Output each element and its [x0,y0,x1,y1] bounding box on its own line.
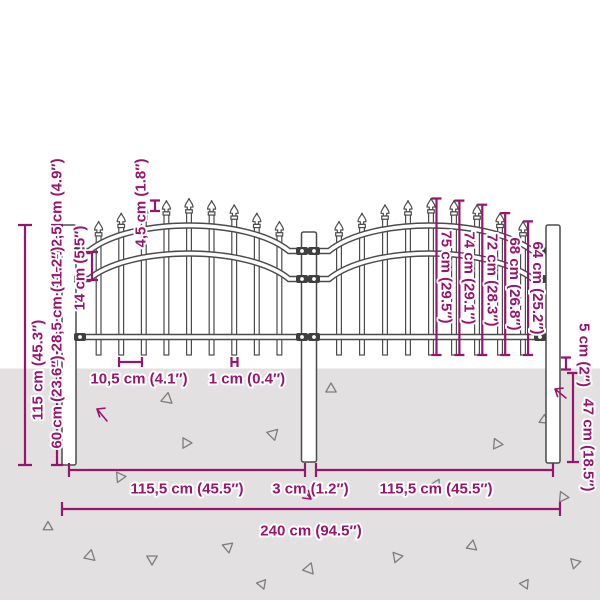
dirt-triangle [146,555,158,566]
dirt-triangle [428,478,441,492]
dirt-triangle [325,382,337,393]
dirt-triangle [301,562,314,575]
dirt-triangle [392,551,404,564]
right-ground-dim-lines [561,356,579,464]
dim-total-height-label: 115 cm (45.3″) [30,320,47,421]
dim-rail-gap-label: 14 cm (5.5″) [72,226,89,311]
dirt-triangle [492,437,504,450]
picket [357,212,367,356]
dim-right-panel-width-label: 115,5 cm (45.5″) [379,481,492,498]
dim-picket-width-label: 1 cm (0.4″) [209,371,285,388]
dim-left-panel-width-label: 115,5 cm (45.5″) [130,481,243,498]
picket [229,204,239,356]
dirt-triangle [518,578,529,590]
picket-height-dim-lines [431,197,534,357]
dim-picket-spacing-label: 10,5 cm (4.1″) [90,371,187,388]
center-post [300,231,318,463]
leader-arrow-below-rail [96,407,108,422]
picket [334,220,344,356]
picket [518,220,528,356]
left-height-dim-lines [18,199,160,467]
dim-picket-height-75-label: 75 cm (29.5″) [438,230,455,323]
picket [94,220,104,356]
picket-spacing-dim-lines [117,357,239,367]
picket [161,199,171,356]
dirt-triangle [266,428,279,441]
dirt-triangle [465,539,478,551]
dirt-triangle [115,471,127,484]
dim-post-gap-label: 3 cm (1.2″) [272,481,348,498]
leader-arrow-panel-width [302,487,312,500]
fence-pickets [94,197,528,356]
rail-connectors [74,247,546,341]
picket [116,212,126,356]
dirt-triangle [83,548,96,561]
dirt-triangle [558,490,570,503]
picket [380,204,390,356]
dim-spear-height-label: 4,5 cm (1.8″) [133,159,150,248]
dirt-triangle [42,520,54,531]
picket [449,199,459,356]
fence-drawing [61,197,561,466]
dirt-triangle [160,391,173,404]
dim-below-ground-label: 47 cm (18.5″) [580,398,597,491]
picket [139,204,149,356]
dimension-lines [18,197,579,516]
right-post [545,224,561,464]
dim-picket-height-74-label: 74 cm (29.1″) [460,231,477,324]
dirt-triangle [570,558,582,570]
dimension-labels: 115 cm (45.3″) 12,5 cm (4.9″) 28,5 cm (1… [28,156,599,541]
picket [207,199,217,356]
dim-picket-height-64-label: 64 cm (25.2″) [529,241,546,334]
picket [252,212,262,356]
dim-below-rail-label: 60 cm (23.6″) [49,355,66,448]
picket [472,204,482,356]
dim-post-top-offset-label: 12,5 cm (4.9″) [49,158,66,255]
dirt-triangle [182,437,193,449]
leader-arrow-below-ground [554,387,567,399]
dim-ground-gap-label: 5 cm (2″) [576,323,593,387]
dim-picket-height-68-label: 68 cm (26.8″) [506,237,523,330]
picket [403,199,413,356]
picket [495,212,505,356]
bottom-width-dim-lines [60,463,562,516]
dim-picket-height-72-label: 72 cm (28.3″) [483,233,500,326]
dirt-triangle [255,579,267,590]
dim-mid-section-label: 28,5 cm (11.2″) [49,247,66,352]
picket [426,197,436,356]
dim-total-width-label: 240 cm (94.5″) [260,523,361,540]
picket [274,220,284,356]
ground-area [0,368,600,600]
dirt-triangle [221,542,234,554]
fence-rails [76,222,546,341]
picket [184,197,194,356]
